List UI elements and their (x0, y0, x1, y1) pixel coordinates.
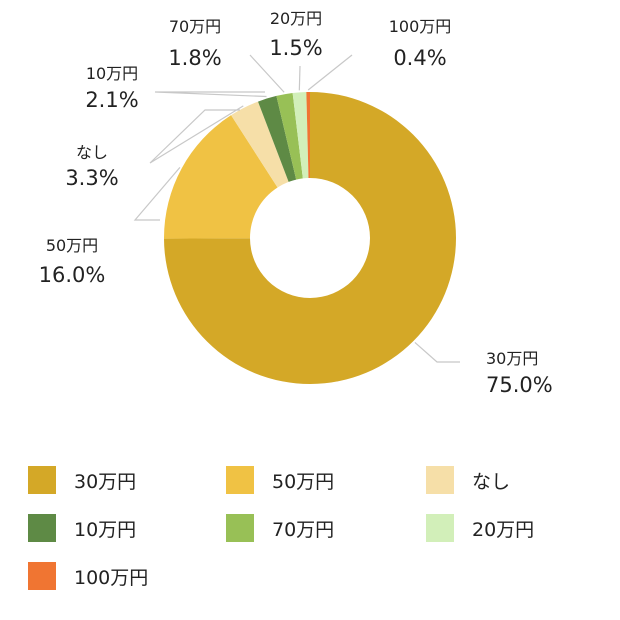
slice-2-leader-line (133, 166, 181, 221)
legend-label: 20万円 (472, 518, 535, 541)
slice-6-value-label: 1.5% (269, 36, 322, 60)
slice-4-wedge (258, 95, 297, 182)
slice-3-wedge (231, 101, 289, 188)
legend-swatch (426, 514, 454, 542)
slice-3-leader-line (149, 105, 244, 164)
slice-2-value-label: 16.0% (39, 263, 106, 287)
legend-item-2: 50万円 (226, 466, 334, 494)
slice-7-wedge (306, 92, 310, 179)
legend-label: 10万円 (74, 518, 137, 541)
slice-4-value-label: 2.1% (85, 88, 138, 112)
slice-5-value-label: 1.8% (168, 46, 221, 70)
slice-1-leader-line (414, 341, 460, 363)
slice-6-category-label: 20万円 (270, 9, 322, 28)
legend-swatch (226, 514, 254, 542)
legend-item-6: 20万円 (426, 514, 534, 542)
slice-4-leader-line (154, 91, 267, 98)
slice-7-leader-line (307, 54, 353, 91)
legend-item-5: 70万円 (226, 514, 334, 542)
slice-7-value-label: 0.4% (393, 46, 446, 70)
slice-6-leader-line (298, 65, 301, 91)
slice-3-value-label: 3.3% (65, 166, 118, 190)
donut-slices (163, 92, 456, 384)
slice-6-wedge (292, 92, 309, 179)
slice-3-category-label: なし (76, 143, 108, 162)
slice-7-category-label: 100万円 (389, 17, 452, 36)
slice-1-wedge (164, 92, 456, 384)
legend-label: 50万円 (272, 470, 335, 493)
leader-lines (133, 54, 460, 363)
legend-item-3: なし (426, 466, 510, 494)
legend-swatch (226, 466, 254, 494)
slice-4-category-label: 10万円 (86, 64, 138, 83)
legend-label: 100万円 (74, 566, 149, 589)
slice-2-wedge (163, 115, 278, 239)
slice-2-category-label: 50万円 (46, 236, 98, 255)
legend-item-4: 10万円 (28, 514, 136, 542)
donut-chart: 30万円 75.0% 50万円 16.0% なし 3.3% 10万円 2.1% 70万円 1.8%… (39, 9, 553, 397)
legend-swatch (28, 466, 56, 494)
legend-label: なし (472, 470, 511, 493)
legend-swatch (426, 466, 454, 494)
legend-swatch (28, 514, 56, 542)
legend-label: 70万円 (272, 518, 335, 541)
slice-5-leader-line (249, 54, 285, 93)
slice-labels: 30万円 75.0% 50万円 16.0% なし 3.3% 10万円 2.1% 70万円 1.8%… (39, 9, 553, 397)
legend-item-1: 30万円 (28, 466, 136, 494)
slice-1-category-label: 30万円 (486, 349, 538, 368)
legend-label: 30万円 (74, 470, 137, 493)
slice-1-value-label: 75.0% (486, 373, 553, 397)
legend-item-7: 100万円 (28, 562, 148, 590)
slice-5-wedge (276, 93, 303, 180)
legend-swatch (28, 562, 56, 590)
slice-5-category-label: 70万円 (169, 17, 221, 36)
